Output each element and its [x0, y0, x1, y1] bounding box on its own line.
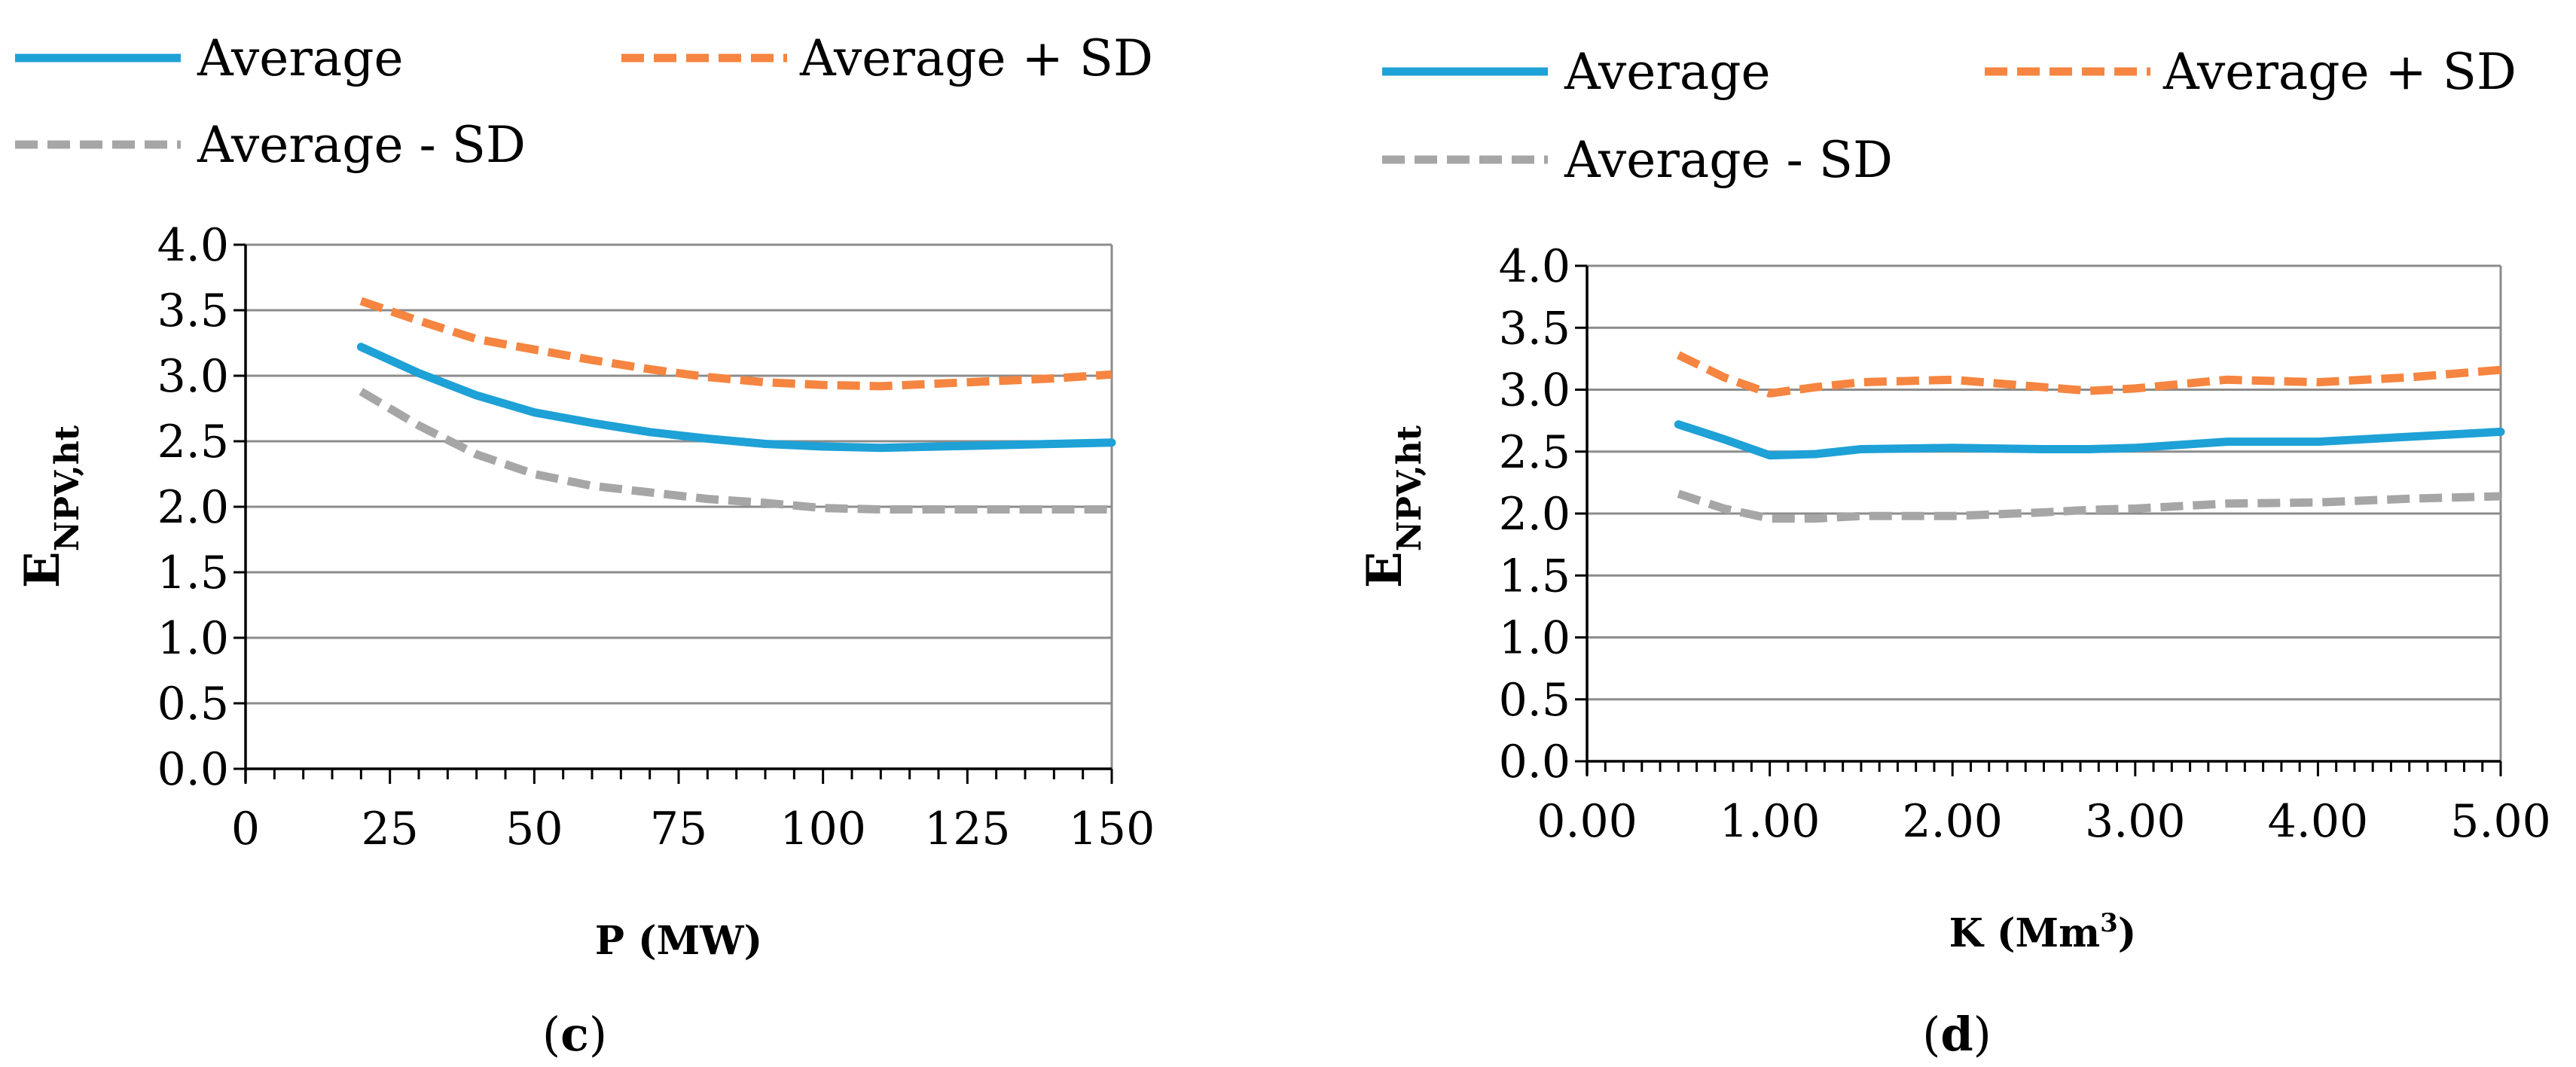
legend-label: Average - SD [197, 116, 526, 174]
y-tick-label: 3.0 [1499, 364, 1570, 417]
x-tick-label: 2.00 [1902, 795, 2003, 848]
x-tick-label: 5.00 [2450, 795, 2551, 848]
x-tick-label: 0.00 [1537, 795, 1637, 848]
y-tick-label: 0.0 [1499, 736, 1570, 788]
x-tick-label: 50 [505, 803, 563, 855]
y-tick-label: 2.0 [1499, 488, 1570, 541]
x-tick-label: 3.00 [2085, 795, 2186, 848]
y-tick-label: 0.5 [157, 678, 229, 730]
y-tick-label: 1.0 [157, 612, 229, 665]
y-axis-label: ENPV,ht [14, 425, 87, 588]
series-line-average [356, 343, 1116, 453]
legend-label: Average - SD [1564, 131, 1893, 189]
x-tick-label: 125 [924, 803, 1011, 855]
legend-label: Average + SD [799, 29, 1153, 87]
x-axis-label: K (Mm3) [1949, 908, 2137, 956]
y-axis-label: ENPV,ht [1357, 425, 1429, 588]
y-tick-label: 4.0 [1499, 240, 1570, 293]
y-tick-label: 3.5 [157, 285, 229, 337]
series-line-average-minus-sd [1677, 489, 2501, 523]
panel-label: (c) [542, 1007, 607, 1062]
y-tick-label: 4.0 [157, 219, 229, 272]
y-tick-label: 2.0 [157, 481, 229, 534]
y-tick-label: 1.5 [1499, 550, 1570, 602]
x-axis-label: P (MW) [595, 918, 762, 964]
legend-label: Average [1564, 43, 1771, 101]
x-tick-label: 25 [361, 803, 418, 855]
chart-d: 0.0 0.5 1.0 1.5 2.0 2.5 3.0 3.5 4.0 0.00 1.00 2.00 3… [1357, 43, 2551, 1062]
panel-label: (d) [1922, 1007, 1992, 1062]
x-tick-label: 0 [231, 803, 260, 855]
y-tick-label: 3.5 [1499, 302, 1570, 355]
x-tick-label: 1.00 [1720, 795, 1821, 848]
y-tick-label: 0.0 [157, 743, 229, 796]
series-line-average-plus-sd [1676, 351, 2501, 398]
series-line-average-minus-sd [359, 388, 1112, 514]
y-tick-label: 2.5 [157, 416, 229, 468]
legend-label: Average + SD [2162, 43, 2516, 101]
y-tick-label: 1.0 [1499, 612, 1570, 665]
y-tick-label: 0.5 [1499, 674, 1570, 727]
x-tick-label: 4.00 [2268, 795, 2369, 848]
x-tick-label: 100 [780, 803, 866, 855]
chart-c: 0.0 0.5 1.0 1.5 2.0 2.5 3.0 3.5 4.0 0 25 50 75 100 125… [14, 29, 1155, 1062]
y-tick-label: 3.0 [157, 350, 229, 403]
x-tick-label: 150 [1069, 803, 1155, 855]
legend-label: Average [197, 29, 404, 87]
x-tick-label: 75 [650, 803, 707, 855]
y-tick-label: 1.5 [157, 547, 229, 599]
series-line-average-plus-sd [359, 297, 1113, 391]
series-line-average [1674, 420, 2505, 460]
y-tick-label: 2.5 [1499, 426, 1570, 479]
